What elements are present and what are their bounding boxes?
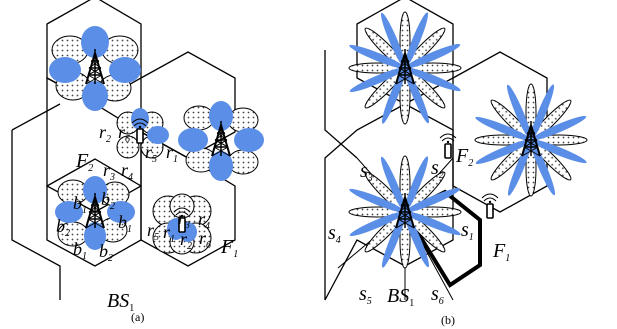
label-b1-bottom: b1 (73, 239, 87, 262)
caption-a: (a) (131, 310, 144, 324)
hex-grid-a-lines (11, 103, 61, 300)
panel-b-labels: F2 F1 BS1 s1 s2 s3 s4 s5 s6 (b) (328, 145, 510, 327)
beam-cluster-b-top (348, 11, 462, 125)
panel-b: F2 F1 BS1 s1 s2 s3 s4 s5 s6 (b) (324, 0, 588, 327)
label-r4-f1: r4 (198, 209, 210, 232)
label-r2-f1: r2 (180, 229, 192, 252)
label-b1-top: b1 (73, 193, 87, 216)
label-r3: r3 (103, 160, 115, 183)
hex-grid-b (324, 0, 548, 301)
beam-cluster-b-right (474, 83, 588, 197)
label-b2-bottom: b2 (99, 241, 113, 264)
panel-a-labels: F2 F1 BS1 r2 r6 r5 r1 r3 r4 r3 r4 r5 r1 … (56, 122, 238, 324)
label-r6-f1: r6 (199, 228, 211, 251)
hex-edge-b-left (324, 50, 358, 159)
femto-b-f1 (481, 193, 499, 219)
femto-cluster-f2 (116, 108, 169, 159)
caption-b: (b) (441, 313, 455, 327)
panel-a: F2 F1 BS1 r2 r6 r5 r1 r3 r4 r3 r4 r5 r1 … (11, 0, 264, 324)
label-r3-f1: r3 (178, 208, 190, 231)
label-b-BS1: BS1 (387, 285, 414, 309)
label-r2: r2 (99, 122, 111, 145)
label-r6: r6 (118, 122, 130, 145)
label-b-F1: F1 (492, 240, 510, 264)
label-s5: s5 (359, 283, 372, 307)
beam-cluster-a-top (49, 26, 141, 111)
label-b2-top: b2 (101, 189, 115, 212)
label-r5-f1: r5 (147, 220, 159, 243)
label-F2: F2 (75, 150, 93, 174)
label-b1-right: b1 (118, 212, 132, 235)
femto-cluster-f1 (152, 193, 212, 255)
label-s2: s2 (431, 157, 444, 181)
label-b2-left: b2 (56, 216, 70, 239)
hex-cell-b-bottom (324, 103, 454, 301)
beam-cluster-a-right (178, 101, 264, 181)
label-s1: s1 (461, 219, 474, 243)
label-r4: r4 (121, 160, 133, 183)
label-b-F2: F2 (455, 145, 473, 169)
beam-cluster-a-bottom (55, 176, 135, 250)
label-s6: s6 (431, 283, 444, 307)
femto-antenna-icon (481, 193, 499, 219)
label-BS1: BS1 (107, 290, 134, 314)
beam-cluster-b-bottom (348, 155, 462, 269)
label-F1: F1 (220, 236, 238, 260)
label-s3: s3 (360, 160, 373, 184)
label-r5: r5 (145, 142, 157, 165)
label-r1: r1 (166, 142, 178, 165)
label-s4: s4 (328, 222, 341, 246)
label-r1-f1: r1 (163, 222, 175, 245)
